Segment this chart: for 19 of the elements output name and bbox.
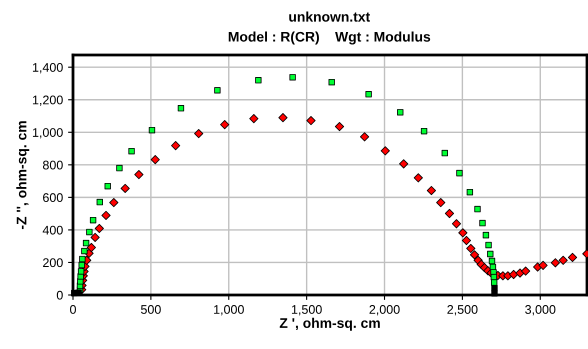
y-tick-label: 200 xyxy=(43,258,63,268)
x-tick-label: 2,000 xyxy=(370,305,400,316)
chart-title: unknown.txt xyxy=(289,12,370,22)
y-tick-label: 1,200 xyxy=(32,96,63,106)
x-tick-label: 0 xyxy=(70,305,76,314)
x-tick-label: 1,500 xyxy=(292,305,322,316)
y-tick-label: 800 xyxy=(42,160,63,170)
x-tick-label: 3,000 xyxy=(525,305,556,316)
x-tick-label: 500 xyxy=(140,305,161,314)
y-tick-label: 0 xyxy=(56,290,63,300)
y-tick-label: 400 xyxy=(42,226,63,235)
x-tick-label: 1,000 xyxy=(214,305,244,316)
y-tick-label: 1,000 xyxy=(32,128,63,138)
y-tick-label: 600 xyxy=(43,193,63,202)
y-tick-label: 1,400 xyxy=(32,63,63,74)
chart-subtitle: Model : R(CR) Wgt : Modulus xyxy=(228,31,430,45)
x-tick-label: 2,500 xyxy=(447,305,478,316)
y-axis-title: -Z '', ohm-sq. cm xyxy=(16,121,30,230)
x-axis-title: Z ', ohm-sq. cm xyxy=(280,318,380,331)
